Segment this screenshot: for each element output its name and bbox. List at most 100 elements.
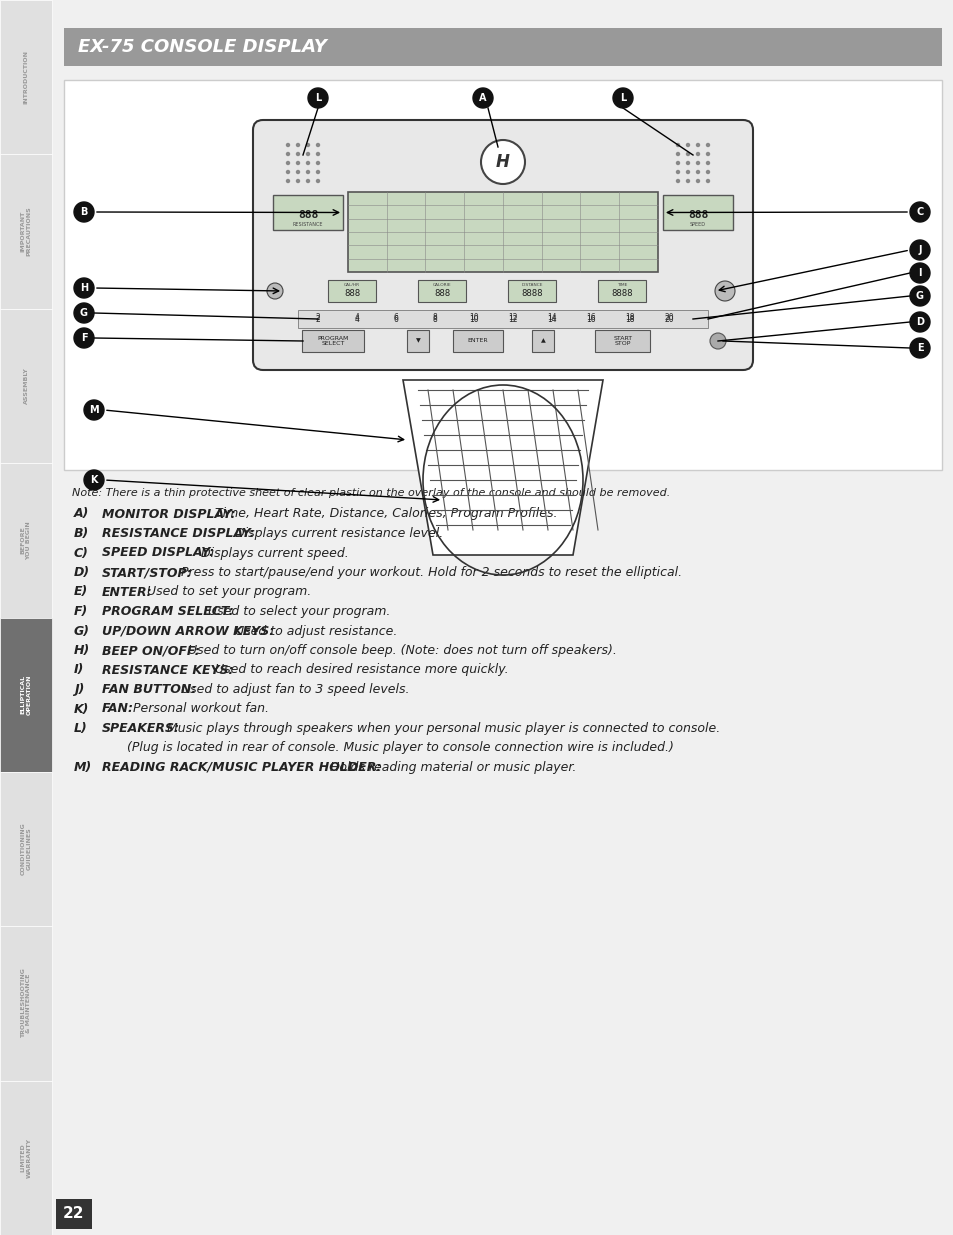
Circle shape [315,143,320,147]
Circle shape [295,152,300,156]
Text: TIME: TIME [617,283,626,287]
Text: FAN BUTTON:: FAN BUTTON: [102,683,196,697]
Circle shape [295,179,300,183]
Bar [453,330,502,352]
Text: G: G [80,308,88,317]
Text: Press to start/pause/end your workout. Hold for 2 seconds to reset the elliptica: Press to start/pause/end your workout. H… [176,566,681,579]
Circle shape [286,161,290,165]
Text: 14: 14 [547,312,557,321]
Circle shape [675,143,679,147]
Bar [595,330,650,352]
Text: (Plug is located in rear of console. Music player to console connection wire is : (Plug is located in rear of console. Mus… [127,741,673,755]
Text: Used to select your program.: Used to select your program. [204,605,390,618]
Text: RESISTANCE KEYS:: RESISTANCE KEYS: [102,663,233,677]
Bar [0,618,52,772]
Circle shape [74,329,94,348]
Circle shape [286,179,290,183]
Text: Displays current resistance level.: Displays current resistance level. [231,527,443,540]
Circle shape [480,140,524,184]
Circle shape [909,203,929,222]
Text: ▲: ▲ [540,338,545,343]
FancyBboxPatch shape [253,120,752,370]
Text: C): C) [74,547,89,559]
Bar [0,309,52,463]
Circle shape [315,179,320,183]
Bar [0,463,52,618]
Text: 12: 12 [508,315,517,324]
Text: J): J) [74,683,84,697]
Text: CAL/HR: CAL/HR [344,283,359,287]
Text: Personal workout fan.: Personal workout fan. [129,703,269,715]
Text: PROGRAM
SELECT: PROGRAM SELECT [317,336,349,346]
Text: Used to set your program.: Used to set your program. [143,585,311,599]
Text: Displays current speed.: Displays current speed. [197,547,349,559]
Text: SPEED DISPLAY:: SPEED DISPLAY: [102,547,213,559]
Text: Note: There is a thin protective sheet of clear plastic on the overlay of the co: Note: There is a thin protective sheet o… [71,488,670,498]
Bar [64,28,941,65]
Text: Used to adjust resistance.: Used to adjust resistance. [231,625,397,637]
Circle shape [473,88,493,107]
Bar [0,772,52,926]
Text: Used to adjust fan to 3 speed levels.: Used to adjust fan to 3 speed levels. [176,683,409,697]
Text: I): I) [74,663,84,677]
Text: 6: 6 [394,312,398,321]
Text: ▼: ▼ [416,338,420,343]
Text: E): E) [74,585,89,599]
Text: RESISTANCE DISPLAY:: RESISTANCE DISPLAY: [102,527,254,540]
Circle shape [695,169,700,174]
Bar [532,330,554,352]
Bar [0,1081,52,1235]
Bar [0,154,52,309]
Text: 8888: 8888 [520,289,542,299]
Text: G: G [915,291,923,301]
Text: BEEP ON/OFF:: BEEP ON/OFF: [102,643,199,657]
Text: L): L) [74,722,88,735]
Text: ENTER:: ENTER: [102,585,152,599]
Circle shape [909,338,929,358]
Circle shape [315,169,320,174]
Text: ELLIPTICAL
OPERATION: ELLIPTICAL OPERATION [21,674,31,715]
Text: 8888: 8888 [611,289,632,299]
Circle shape [286,143,290,147]
Text: LIMITED
WARRANTY: LIMITED WARRANTY [21,1137,31,1178]
Circle shape [909,263,929,283]
Text: FAN:: FAN: [102,703,133,715]
Circle shape [74,203,94,222]
Text: TROUBLESHOOTING
& MAINTENANCE: TROUBLESHOOTING & MAINTENANCE [21,968,31,1039]
Circle shape [705,179,709,183]
Circle shape [84,471,104,490]
Text: F: F [81,333,88,343]
Text: IMPORTANT
PRECAUTIONS: IMPORTANT PRECAUTIONS [21,206,31,257]
Circle shape [84,400,104,420]
Circle shape [675,152,679,156]
Text: Holds reading material or music player.: Holds reading material or music player. [326,761,577,774]
Text: I: I [918,268,921,278]
Text: L: L [619,93,625,103]
Text: 2: 2 [315,312,320,321]
Text: CONDITIONING
GUIDELINES: CONDITIONING GUIDELINES [21,823,31,876]
Text: MONITOR DISPLAY:: MONITOR DISPLAY: [102,508,235,520]
Circle shape [685,169,689,174]
Circle shape [695,143,700,147]
Text: 888: 888 [687,210,707,220]
Text: 16: 16 [585,312,596,321]
Text: 20: 20 [663,312,673,321]
Circle shape [286,152,290,156]
Circle shape [695,152,700,156]
Text: 12: 12 [508,312,517,321]
Text: Used to reach desired resistance more quickly.: Used to reach desired resistance more qu… [211,663,508,677]
Text: ENTER: ENTER [467,338,488,343]
Text: 18: 18 [624,315,634,324]
Text: Used to turn on/off console beep. (Note: does not turn off speakers).: Used to turn on/off console beep. (Note:… [183,643,616,657]
Circle shape [705,169,709,174]
Text: 8: 8 [432,315,436,324]
Text: RESISTANCE: RESISTANCE [293,222,323,227]
Circle shape [695,161,700,165]
Circle shape [74,278,94,298]
Text: DISTANCE: DISTANCE [520,283,542,287]
Bar [507,280,556,303]
Text: CALORIE: CALORIE [433,283,451,287]
Text: START/STOP:: START/STOP: [102,566,193,579]
Circle shape [709,333,725,350]
Text: 20: 20 [663,315,673,324]
